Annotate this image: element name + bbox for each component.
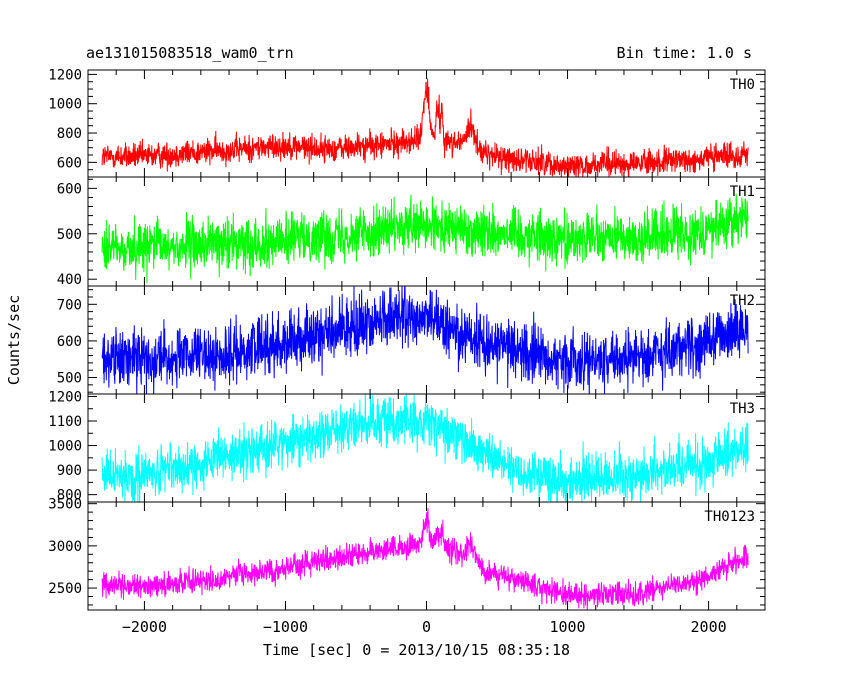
bin-time-label: Bin time: 1.0 s [616, 44, 752, 62]
panel-th2: 500 600 700 TH2 [57, 285, 766, 395]
panel-frame [87, 285, 766, 395]
series-line-th3 [101, 394, 749, 502]
chart-title: ae131015083518_wam0_trn [86, 44, 294, 62]
x-tick-label: −2000 [122, 618, 167, 636]
panel-label-th1: TH1 [730, 184, 755, 200]
y-tick-label: 400 [57, 272, 82, 288]
series-line-th1 [101, 193, 749, 284]
x-axis-label: Time [sec] 0 = 2013/10/15 08:35:18 [263, 641, 570, 659]
x-tick-label: 2000 [691, 618, 727, 636]
y-tick-label: 900 [57, 463, 82, 479]
y-tick-label: 1000 [48, 97, 82, 113]
y-tick-label: 1100 [48, 414, 82, 430]
y-tick-label: 800 [57, 488, 82, 504]
x-tick-label: 1000 [549, 618, 585, 636]
panel-th3: 800 900 1000 1100 1200 TH3 [48, 389, 766, 504]
y-tick-label: 600 [57, 334, 82, 350]
y-tick-label: 1200 [48, 389, 82, 405]
y-tick-label: 1200 [48, 67, 82, 83]
y-tick-label: 600 [57, 181, 82, 197]
x-tick-label: −1000 [263, 618, 308, 636]
y-axis-label: Counts/sec [5, 295, 23, 385]
series-line-th2 [101, 286, 749, 394]
y-tick-label: 500 [57, 227, 82, 243]
x-tick-label: 0 [422, 618, 431, 636]
panel-th0: 600 800 1000 1200 TH0 [48, 67, 766, 178]
panel-frame [87, 393, 766, 503]
panel-label-th3: TH3 [730, 401, 755, 417]
y-tick-label: 1000 [48, 439, 82, 455]
panel-label-th0123: TH0123 [704, 509, 755, 525]
panel-label-th0: TH0 [730, 77, 755, 93]
y-tick-label: 600 [57, 155, 82, 171]
series-line-th0 [101, 78, 749, 177]
series-line-th0123 [101, 508, 749, 610]
y-tick-label: 800 [57, 126, 82, 142]
panel-th0123: 2500 3000 3500 TH0123 [48, 497, 766, 611]
y-tick-label: 3500 [48, 497, 82, 513]
y-tick-label: 700 [57, 297, 82, 313]
y-tick-label: 2500 [48, 581, 82, 597]
y-tick-label: 500 [57, 371, 82, 387]
panel-label-th2: TH2 [730, 293, 755, 309]
panel-th1: 400 500 600 TH1 [57, 176, 766, 288]
y-tick-label: 3000 [48, 539, 82, 555]
